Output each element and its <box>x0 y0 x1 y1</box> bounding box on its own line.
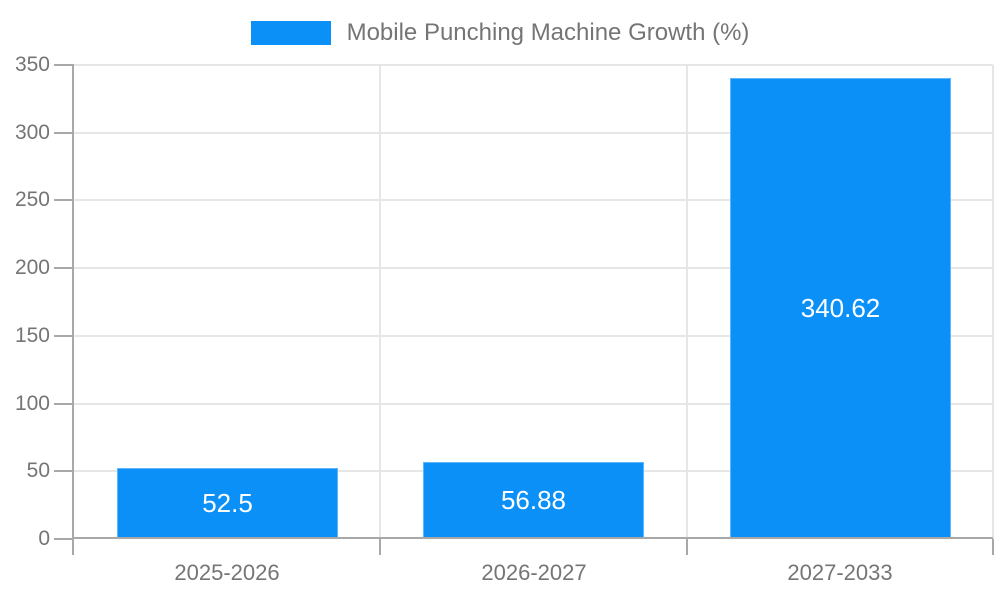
x-gridline <box>992 65 994 539</box>
x-tick-label: 2026-2027 <box>481 560 587 585</box>
legend-label: Mobile Punching Machine Growth (%) <box>346 19 750 46</box>
y-tick-mark <box>54 199 74 201</box>
bar-value-label: 52.5 <box>202 488 253 518</box>
chart-legend[interactable]: Mobile Punching Machine Growth (%) <box>0 19 1000 47</box>
y-axis-line <box>72 65 74 555</box>
x-tick-mark <box>686 539 688 555</box>
x-axis-line <box>72 537 993 539</box>
bar-value-label: 56.88 <box>500 485 567 515</box>
y-tick-mark <box>54 64 74 66</box>
y-gridline <box>74 132 993 134</box>
y-tick-mark <box>54 132 74 134</box>
y-gridline <box>74 403 993 405</box>
x-tick-mark <box>379 539 381 555</box>
y-tick-label: 0 <box>38 527 50 550</box>
bar[interactable]: 52.5 <box>117 468 338 539</box>
y-tick-label: 100 <box>14 392 50 415</box>
y-tick-label: 200 <box>14 256 50 279</box>
y-tick-label: 300 <box>14 121 50 144</box>
y-tick-mark <box>54 538 74 540</box>
x-gridline <box>379 65 381 539</box>
y-tick-mark <box>54 403 74 405</box>
legend-swatch-icon <box>250 21 331 45</box>
x-tick-mark <box>992 539 994 555</box>
y-tick-mark <box>54 470 74 472</box>
y-tick-label: 50 <box>26 459 50 482</box>
y-tick-mark <box>54 335 74 337</box>
y-tick-label: 150 <box>14 324 50 347</box>
bar-value-label: 340.62 <box>800 293 881 323</box>
bar[interactable]: 340.62 <box>730 78 951 539</box>
x-tick-label: 2025-2026 <box>174 560 280 585</box>
y-gridline <box>74 199 993 201</box>
y-tick-label: 350 <box>14 53 50 76</box>
x-gridline <box>686 65 688 539</box>
y-gridline <box>74 64 993 66</box>
y-gridline <box>74 335 993 337</box>
bar[interactable]: 56.88 <box>423 462 644 539</box>
y-tick-label: 250 <box>14 188 50 211</box>
y-tick-mark <box>54 267 74 269</box>
x-tick-label: 2027-2033 <box>787 560 893 585</box>
y-gridline <box>74 267 993 269</box>
